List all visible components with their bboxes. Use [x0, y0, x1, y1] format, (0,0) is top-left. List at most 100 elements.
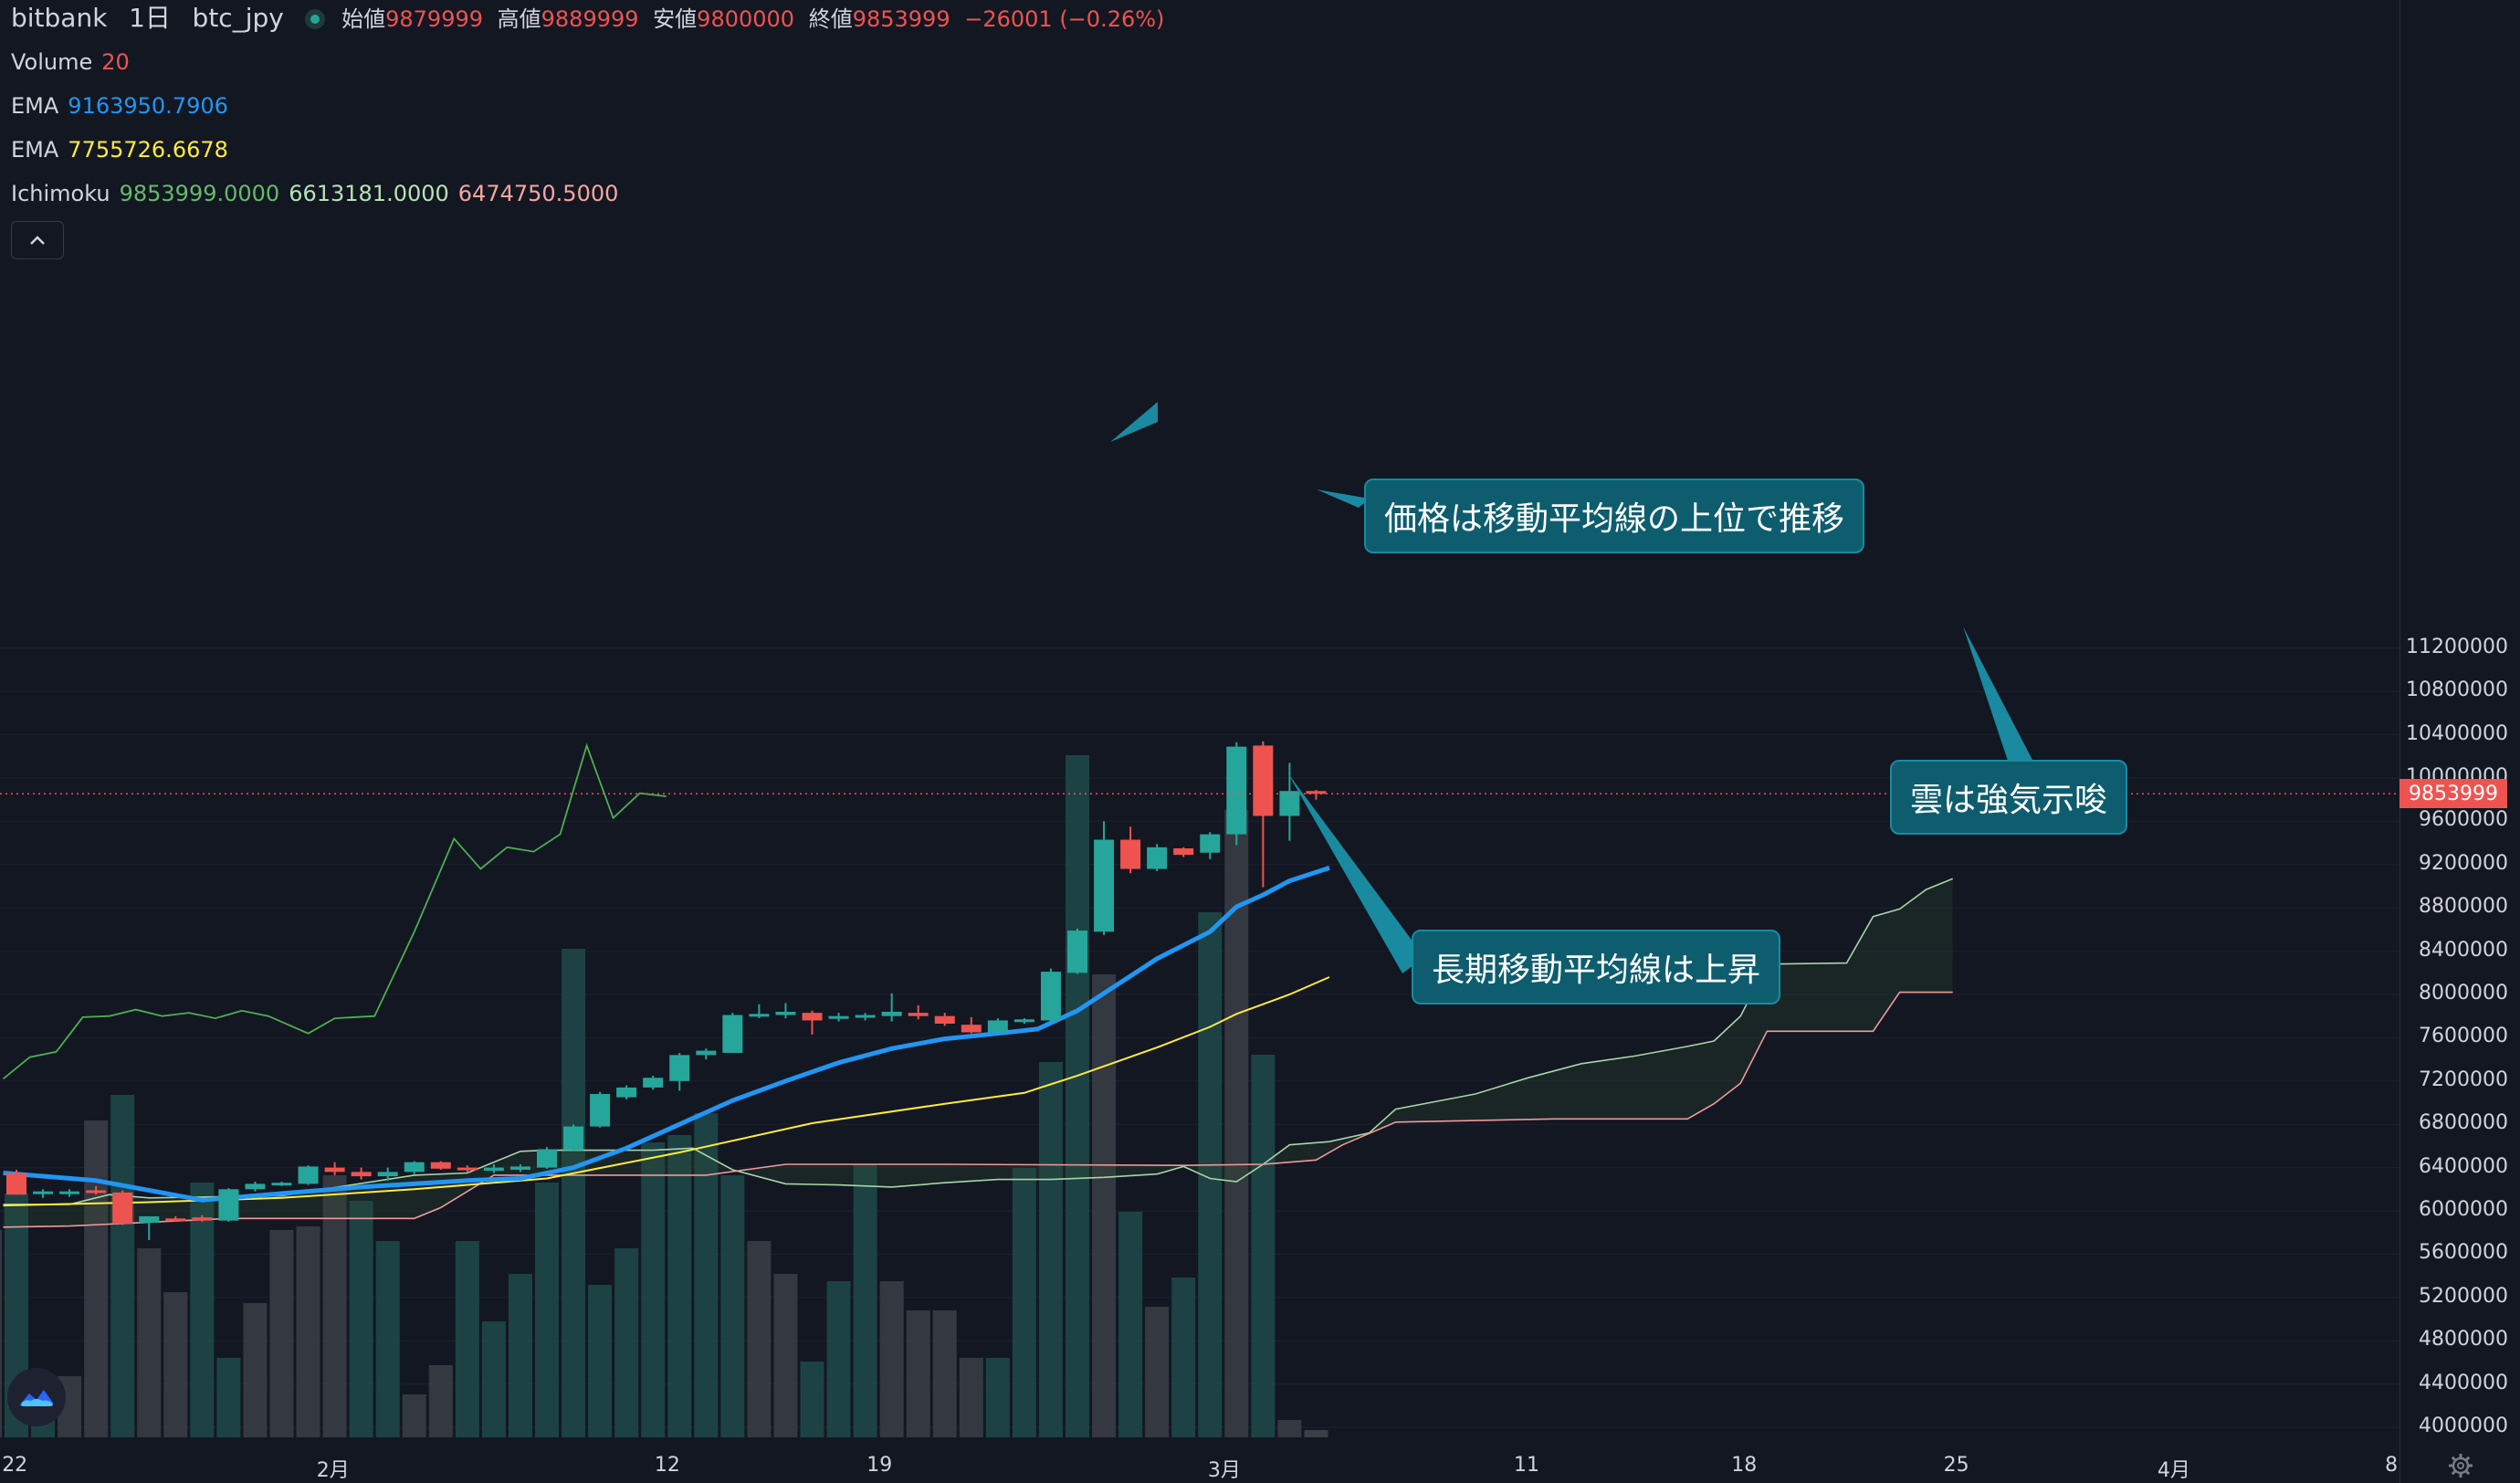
- volume-bar: [1171, 1278, 1195, 1437]
- volume-bar: [854, 1164, 877, 1437]
- volume-bar: [588, 1285, 612, 1437]
- candle: [935, 1013, 955, 1025]
- candle: [1306, 790, 1326, 800]
- price-tick-label: 11200000: [2406, 636, 2508, 658]
- volume-bar: [1118, 1212, 1142, 1437]
- volume-bar: [350, 1201, 373, 1437]
- volume-bar: [986, 1358, 1010, 1437]
- ohlc-open: 始値9879999: [341, 6, 483, 32]
- candle: [431, 1161, 451, 1169]
- ema-fast-value: 9163950.7906: [68, 93, 228, 119]
- candle: [139, 1216, 159, 1240]
- ichimoku-value-2: 6613181.0000: [289, 181, 449, 206]
- ichimoku-label: Ichimoku: [11, 181, 110, 206]
- candle-body: [935, 1016, 955, 1024]
- volume-bar: [1251, 1055, 1275, 1437]
- candle: [1147, 844, 1167, 871]
- volume-bar: [216, 1358, 240, 1437]
- candle-body: [643, 1078, 663, 1088]
- ichimoku-legend[interactable]: Ichimoku 9853999.0000 6613181.0000 6474750.…: [11, 179, 627, 208]
- price-axis[interactable]: 11200000 10800000 10400000 10000000 9600000 9…: [2399, 0, 2520, 1483]
- candle-body: [112, 1193, 132, 1224]
- candle-body: [165, 1218, 185, 1221]
- ema-slow-label: EMA: [11, 137, 58, 163]
- candle: [696, 1048, 716, 1059]
- candle-body: [6, 1173, 26, 1195]
- candle-body: [1279, 791, 1299, 815]
- candle: [1173, 847, 1193, 857]
- volume-bar: [667, 1135, 691, 1437]
- settings-gear-icon[interactable]: [2447, 1452, 2474, 1479]
- candle-body: [59, 1192, 79, 1194]
- volume-bar: [243, 1303, 267, 1437]
- low-value: 9800000: [697, 6, 794, 32]
- candle-body: [1041, 972, 1061, 1020]
- volume-bar: [163, 1292, 187, 1437]
- candle: [829, 1013, 849, 1021]
- candle-body: [961, 1025, 982, 1032]
- candle-body: [669, 1055, 689, 1080]
- candle-body: [352, 1172, 372, 1176]
- price-tick-label: 7600000: [2419, 1025, 2508, 1047]
- price-tick-label: 9600000: [2419, 808, 2508, 831]
- price-tick-label: 4400000: [2419, 1372, 2508, 1394]
- volume-bar: [880, 1281, 904, 1437]
- indicator-lines: [4, 746, 1330, 1206]
- volume-bar: [429, 1365, 453, 1437]
- candle: [856, 1013, 876, 1020]
- volume-bar: [270, 1230, 294, 1437]
- time-tick-label: 3月: [1208, 1454, 1241, 1483]
- volume-bar: [562, 949, 585, 1437]
- ohlc-high: 高値9889999: [498, 6, 639, 32]
- candle: [272, 1182, 292, 1186]
- candle-body: [616, 1088, 636, 1098]
- candle-body: [33, 1192, 53, 1194]
- candle: [616, 1086, 636, 1099]
- tradingview-logo[interactable]: [7, 1368, 66, 1426]
- ohlc-close: 終値9853999: [809, 6, 950, 32]
- candle-body: [1200, 835, 1220, 853]
- open-label: 始値: [341, 6, 385, 32]
- candle-body: [86, 1190, 106, 1193]
- ichimoku-value-1: 9853999.0000: [120, 181, 280, 206]
- interval-label[interactable]: 1日: [129, 3, 171, 33]
- candle: [218, 1188, 238, 1222]
- price-tick-label: 10800000: [2406, 678, 2508, 701]
- collapse-legend-button[interactable]: [11, 221, 64, 259]
- candle: [1279, 763, 1299, 840]
- candle: [1094, 821, 1114, 934]
- candle-body: [457, 1168, 478, 1171]
- price-tick-label: 5200000: [2419, 1285, 2508, 1308]
- price-change: −26001 (−0.26%): [964, 6, 1164, 32]
- volume-bar: [1013, 1168, 1036, 1437]
- volume-bar: [1277, 1420, 1301, 1437]
- candle-body: [1253, 745, 1273, 815]
- volume-legend[interactable]: Volume 20: [11, 47, 139, 77]
- volume-bar: [509, 1274, 532, 1437]
- arrow-cloud-2: [1963, 626, 2034, 763]
- candle: [961, 1017, 982, 1034]
- symbol-name[interactable]: btc_jpy: [193, 3, 284, 33]
- candle-body: [988, 1020, 1008, 1032]
- volume-bar: [801, 1362, 824, 1437]
- volume-label: Volume: [11, 49, 92, 75]
- price-chart[interactable]: [0, 0, 2399, 1483]
- volume-bar: [720, 1175, 744, 1437]
- price-tick-label: 6800000: [2419, 1111, 2508, 1134]
- exchange-name[interactable]: bitbank: [11, 3, 107, 33]
- candle-body: [325, 1168, 345, 1173]
- candle-body: [139, 1216, 159, 1223]
- time-tick-label: 8: [2385, 1454, 2398, 1477]
- volume-bar: [110, 1095, 134, 1437]
- ema-fast-legend[interactable]: EMA 9163950.7906: [11, 91, 237, 121]
- high-value: 9889999: [541, 6, 639, 32]
- annotation-long-ma-rising: 長期移動平均線は上昇: [1412, 930, 1780, 1004]
- ema-slow-legend[interactable]: EMA 7755726.6678: [11, 135, 237, 164]
- candle: [563, 1124, 583, 1152]
- candle: [299, 1165, 319, 1184]
- candle-body: [882, 1012, 902, 1016]
- price-tick-label: 10400000: [2406, 722, 2508, 745]
- candle-body: [510, 1166, 530, 1170]
- candle-body: [829, 1016, 849, 1019]
- volume-bar: [535, 1183, 559, 1437]
